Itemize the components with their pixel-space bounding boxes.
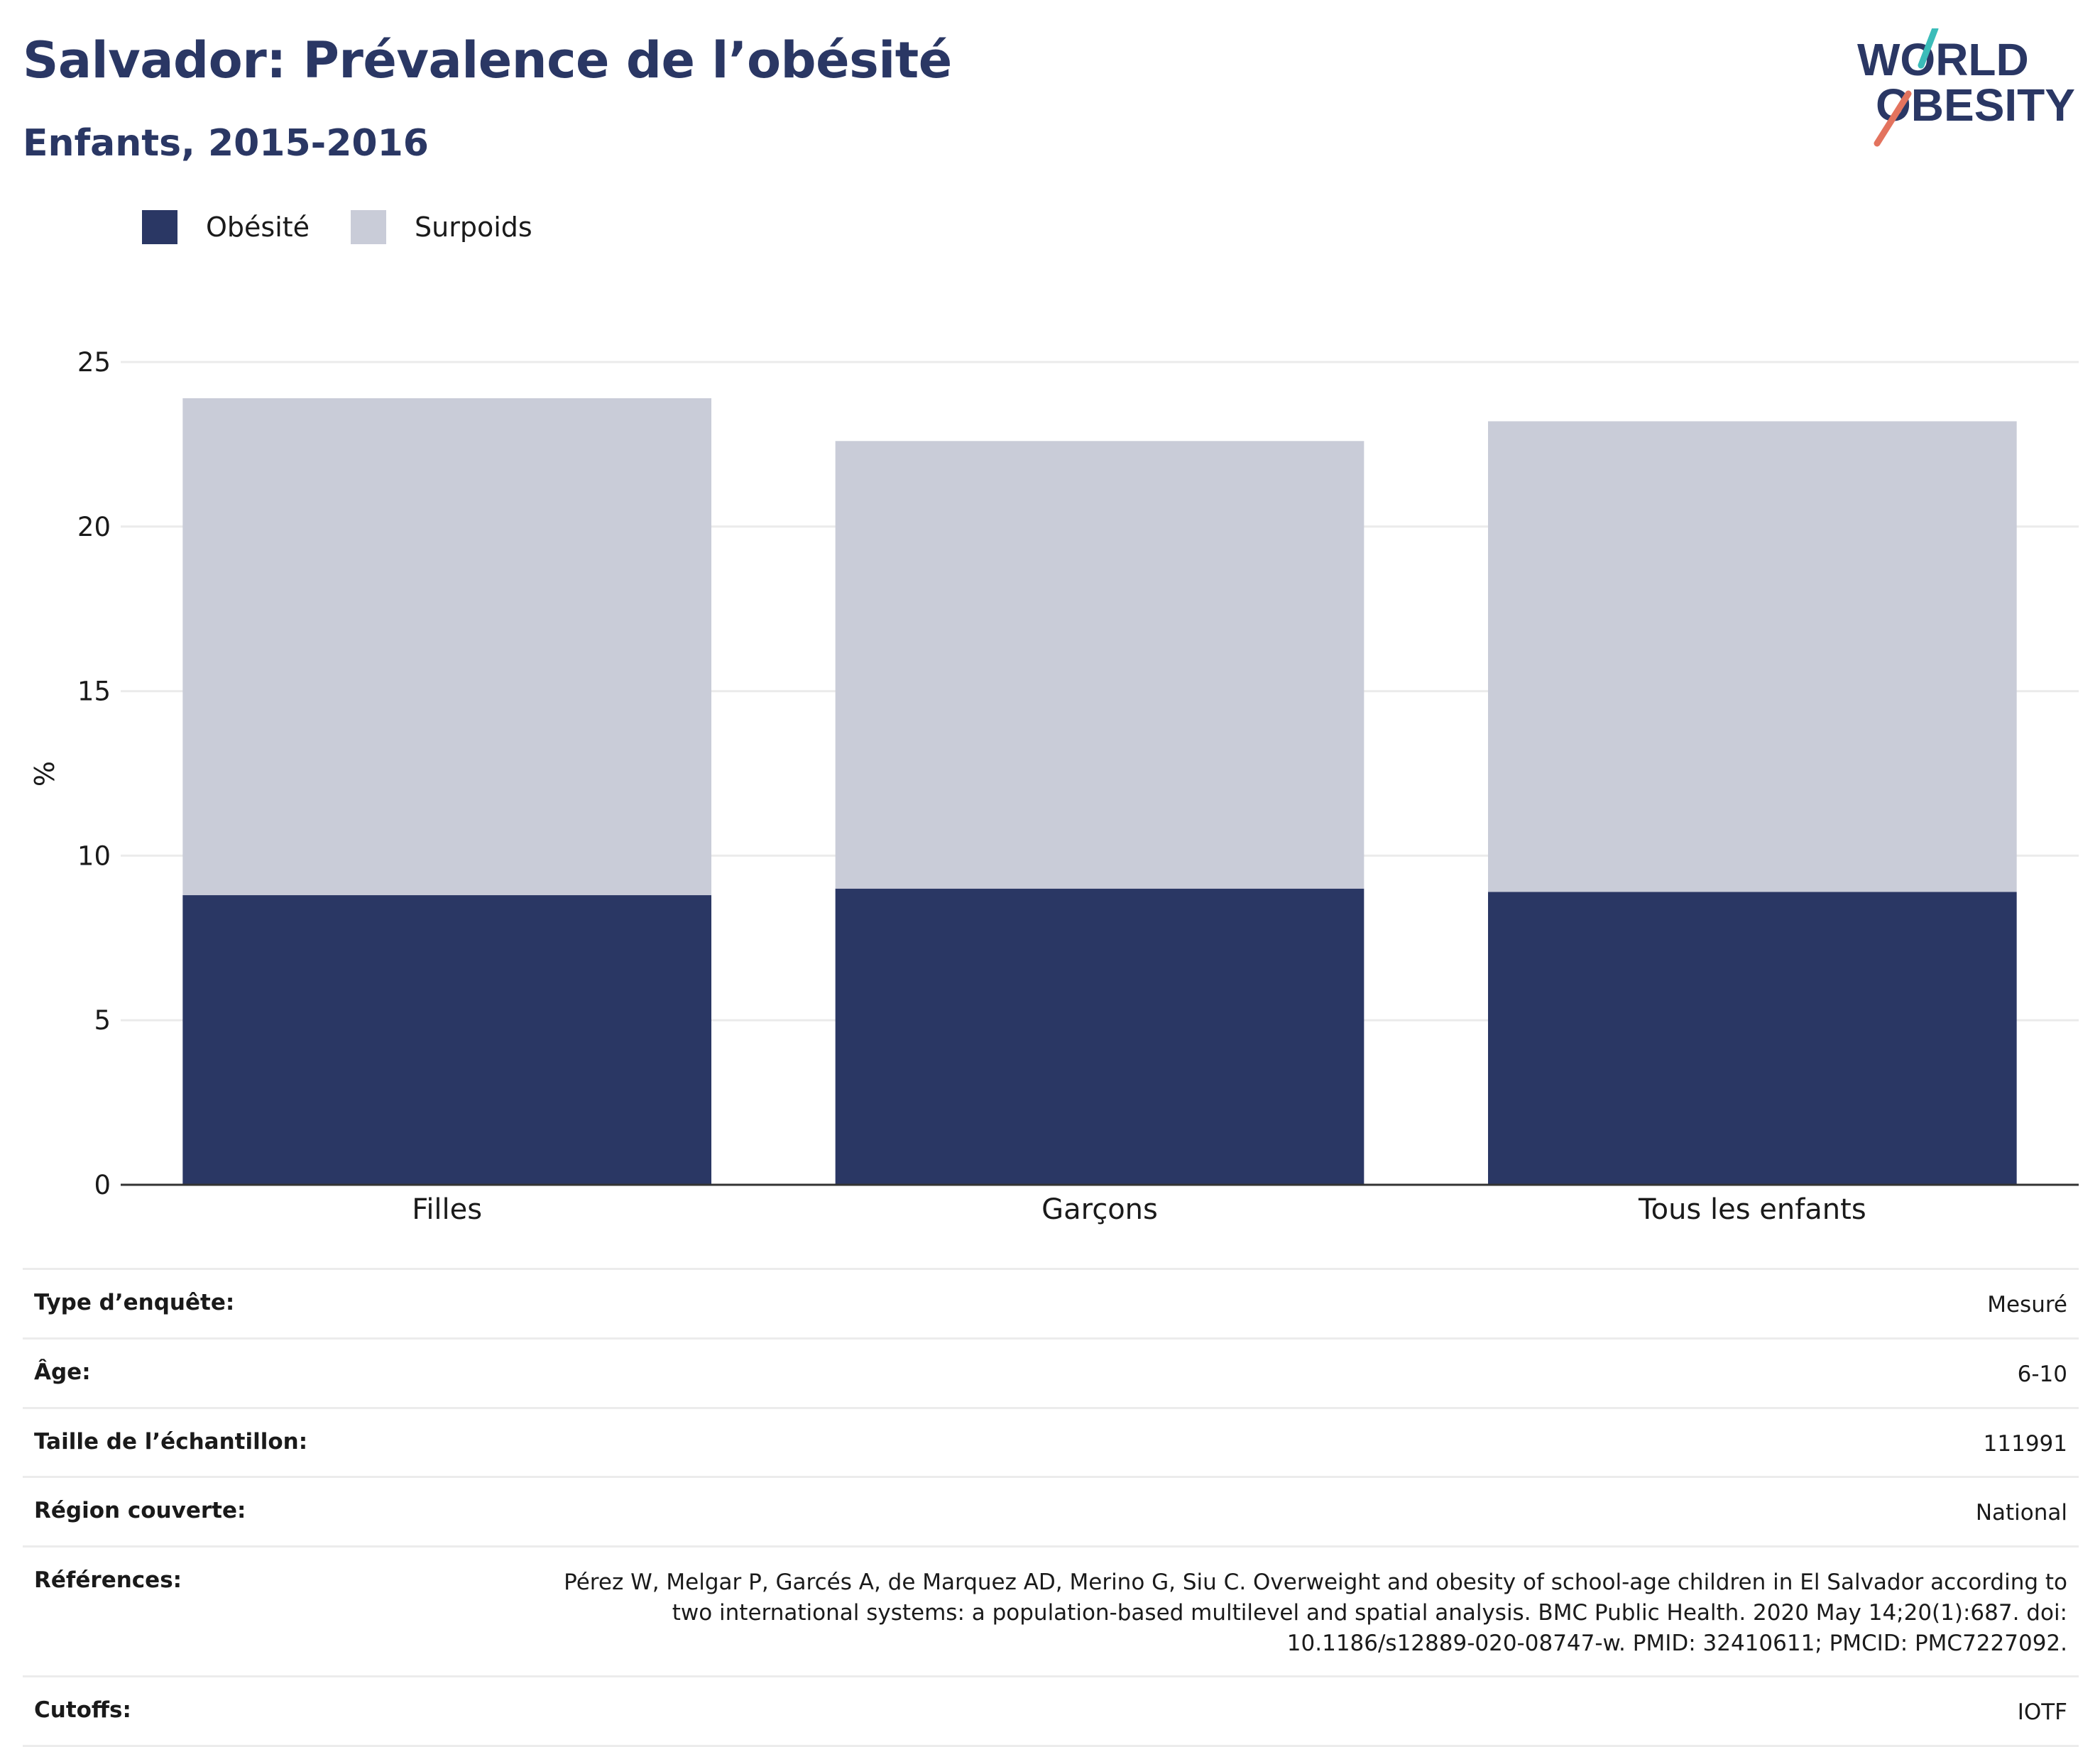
bar-overweight bbox=[182, 398, 711, 896]
info-value: National bbox=[1975, 1500, 2067, 1526]
info-label: Âge: bbox=[34, 1359, 91, 1385]
info-label: Type d’enquête: bbox=[34, 1290, 235, 1315]
info-value: 6-10 bbox=[2017, 1361, 2067, 1387]
bar-overweight bbox=[1488, 421, 2017, 892]
info-label: Région couverte: bbox=[34, 1498, 246, 1524]
logo-slash-coral bbox=[1874, 90, 1912, 147]
info-label: Taille de l’échantillon: bbox=[34, 1428, 308, 1455]
logo-text-world: WORLD bbox=[1857, 34, 2029, 85]
info-row-region: Région couverte: National bbox=[23, 1478, 2079, 1548]
legend-item-overweight: Surpoids bbox=[351, 210, 532, 244]
info-row-references: Références: Pérez W, Melgar P, Garcés A,… bbox=[23, 1548, 2079, 1678]
y-tick-label: 15 bbox=[77, 677, 111, 707]
survey-info-table: Type d’enquête: Mesuré Âge: 6-10 Taille … bbox=[23, 1268, 2079, 1747]
chart-title: Salvador: Prévalence de l’obésité bbox=[23, 31, 952, 89]
stacked-bar-chart: 0 5 10 15 20 25% Filles Garçons Tous les enfants bbox=[29, 347, 2079, 1226]
y-axis-title: % bbox=[29, 761, 60, 787]
info-value: Mesuré bbox=[1987, 1292, 2067, 1318]
world-obesity-logo: WORLD OBESITY bbox=[1857, 28, 2075, 147]
info-row-cutoffs: Cutoffs: IOTF bbox=[23, 1677, 2079, 1747]
y-tick-label: 5 bbox=[94, 1005, 111, 1036]
legend-item-obesity: Obésité bbox=[142, 210, 310, 244]
chart-subtitle: Enfants, 2015-2016 bbox=[23, 122, 429, 165]
info-row-survey-type: Type d’enquête: Mesuré bbox=[23, 1270, 2079, 1340]
logo-text-obesity: OBESITY bbox=[1876, 80, 2075, 131]
info-label: Références: bbox=[34, 1567, 182, 1594]
legend-swatch-obesity bbox=[142, 210, 177, 244]
x-tick-label: Garçons bbox=[1041, 1193, 1158, 1226]
x-tick-label: Filles bbox=[412, 1193, 482, 1226]
info-value: 111991 bbox=[1983, 1430, 2067, 1457]
info-value: IOTF bbox=[2017, 1699, 2067, 1726]
bar-overweight bbox=[835, 441, 1365, 889]
y-tick-label: 20 bbox=[77, 512, 111, 542]
bar-obesity bbox=[835, 888, 1365, 1185]
bar-obesity bbox=[1488, 892, 2017, 1185]
info-label: Cutoffs: bbox=[34, 1697, 131, 1724]
info-row-age: Âge: 6-10 bbox=[23, 1340, 2079, 1409]
info-value: Pérez W, Melgar P, Garcés A, de Marquez … bbox=[564, 1570, 2067, 1656]
bar-obesity bbox=[182, 895, 711, 1185]
y-tick-label: 25 bbox=[77, 347, 111, 378]
x-tick-label: Tous les enfants bbox=[1638, 1193, 1866, 1226]
y-tick-label: 0 bbox=[94, 1170, 111, 1200]
legend: Obésité Surpoids bbox=[142, 210, 574, 244]
logo-slash-teal bbox=[1918, 28, 1939, 69]
legend-swatch-overweight bbox=[351, 210, 387, 244]
legend-label-obesity: Obésité bbox=[206, 212, 310, 243]
info-row-sample-size: Taille de l’échantillon: 111991 bbox=[23, 1409, 2079, 1479]
legend-label-overweight: Surpoids bbox=[415, 212, 532, 243]
y-tick-label: 10 bbox=[77, 840, 111, 871]
